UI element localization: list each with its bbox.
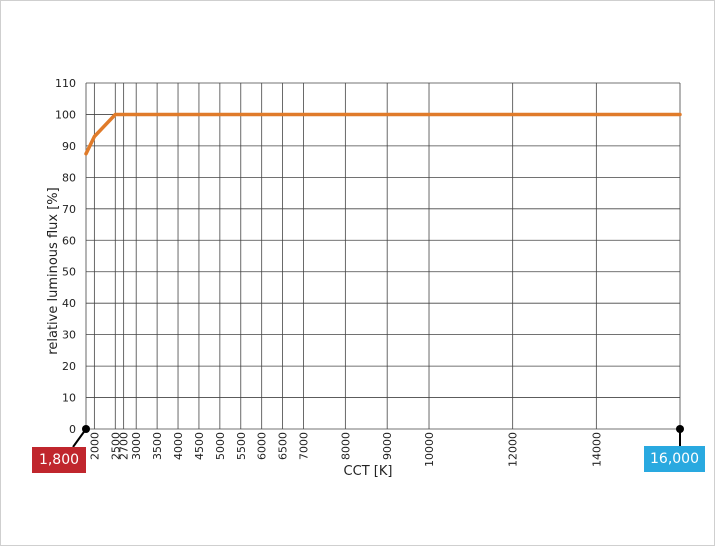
x-axis-label: CCT [K] (344, 464, 393, 479)
x-tick-label: 4000 (172, 432, 185, 460)
x-tick-label: 2500 (109, 432, 122, 460)
y-tick-label: 80 (62, 171, 76, 184)
y-tick-label: 10 (62, 392, 76, 405)
x-tick-label: 3000 (130, 432, 143, 460)
x-tick-label: 6000 (256, 432, 269, 460)
range-markers (72, 425, 684, 448)
grid (85, 82, 681, 430)
y-tick-labels: 0 10 20 30 40 50 60 70 80 90 100 110 (55, 77, 76, 436)
x-tick-label: 6500 (277, 432, 290, 460)
x-tick-label: 3500 (151, 432, 164, 460)
x-tick-label: 5500 (235, 432, 248, 460)
x-tick-label: 14000 (590, 432, 603, 467)
y-tick-label: 20 (62, 360, 76, 373)
y-axis-label: relative luminous flux [%] (46, 187, 61, 354)
x-tick-label: 10000 (423, 432, 436, 467)
max-cct-badge: 16,000 (644, 446, 705, 472)
y-tick-label: 50 (62, 266, 76, 279)
y-tick-label: 0 (69, 423, 76, 436)
x-tick-label: 7000 (298, 432, 311, 460)
x-tick-label: 4500 (193, 432, 206, 460)
x-tick-label: 2700 (118, 432, 131, 460)
x-tick-label: 9000 (381, 432, 394, 460)
x-tick-label: 2000 (88, 432, 101, 460)
x-tick-label: 12000 (507, 432, 520, 467)
y-tick-label: 30 (62, 329, 76, 342)
x-tick-label: 5000 (214, 432, 227, 460)
min-marker-dot (82, 425, 90, 433)
min-cct-badge: 1,800 (32, 447, 86, 473)
y-tick-label: 60 (62, 234, 76, 247)
y-tick-label: 90 (62, 140, 76, 153)
flux-series-line (84, 112, 682, 156)
x-tick-label: 8000 (339, 432, 352, 460)
series-layer (84, 112, 682, 156)
y-tick-label: 110 (55, 77, 76, 90)
y-tick-label: 70 (62, 203, 76, 216)
y-tick-label: 40 (62, 297, 76, 310)
max-marker-dot (676, 425, 684, 433)
y-tick-label: 100 (55, 108, 76, 121)
